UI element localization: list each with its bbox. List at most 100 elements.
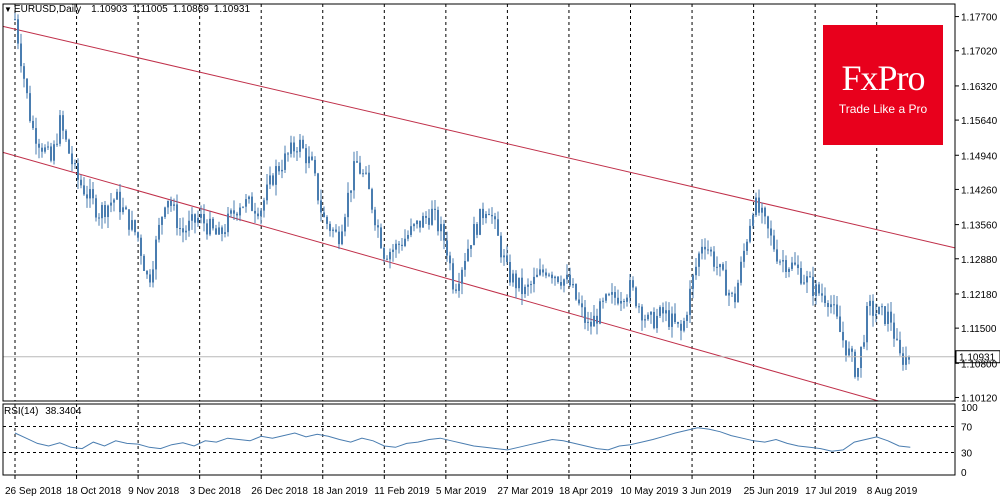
candle-body <box>773 235 775 250</box>
candle-body <box>434 208 436 210</box>
candle-body <box>209 218 211 235</box>
candle-body <box>335 229 337 232</box>
candle-body <box>161 216 163 225</box>
candle-body <box>755 197 757 216</box>
candle-body <box>341 231 343 245</box>
y-tick-label: 1.12880 <box>961 255 998 266</box>
candle-body <box>200 213 202 218</box>
candle-body <box>641 306 643 321</box>
candle-body <box>884 306 886 324</box>
candle-body <box>140 237 142 256</box>
candle-body <box>191 214 193 221</box>
candle-body <box>803 282 805 284</box>
candle-body <box>449 255 451 264</box>
candle-body <box>281 169 283 172</box>
candle-body <box>611 292 613 295</box>
candle-body <box>776 249 778 262</box>
candle-body <box>227 213 229 233</box>
x-tick-label: 11 Feb 2019 <box>374 486 430 497</box>
candle-body <box>551 274 553 279</box>
candle-body <box>614 292 616 298</box>
candle-body <box>659 307 661 316</box>
candle-body <box>164 207 166 217</box>
candle-body <box>20 43 22 67</box>
x-tick-label: 18 Oct 2018 <box>67 486 122 497</box>
candle-body <box>554 276 556 279</box>
candle-body <box>629 280 631 298</box>
rsi-tick-label: 30 <box>961 449 973 460</box>
candle-body <box>704 246 706 250</box>
candle-body <box>527 284 529 287</box>
candle-body <box>575 284 577 300</box>
candle-body <box>113 199 115 203</box>
candle-body <box>794 262 796 265</box>
candle-body <box>65 130 67 140</box>
candle-body <box>398 243 400 245</box>
candle-body <box>503 255 505 258</box>
candle-body <box>821 293 823 296</box>
candle-body <box>650 311 652 315</box>
candle-body <box>656 315 658 329</box>
candle-body <box>407 234 409 239</box>
candle-body <box>443 224 445 241</box>
candle-body <box>95 198 97 218</box>
candle-body <box>29 93 31 121</box>
x-tick-label: 27 Mar 2019 <box>497 486 554 497</box>
candle-body <box>779 261 781 263</box>
candle-body <box>539 269 541 275</box>
candle-body <box>722 264 724 270</box>
candle-body <box>566 274 568 280</box>
time-axis: 26 Sep 2018 18 Oct 2018 9 Nov 2018 3 Dec 20… <box>5 475 918 497</box>
candle-body <box>350 190 352 193</box>
candle-body <box>446 240 448 256</box>
candle-body <box>314 159 316 174</box>
candle-body <box>221 227 223 234</box>
candle-body <box>50 146 52 161</box>
candle-body <box>557 276 559 283</box>
candle-body <box>71 153 73 165</box>
candle-body <box>494 216 496 220</box>
dropdown-triangle-icon[interactable]: ▼ <box>4 5 12 14</box>
candle-body <box>68 139 70 154</box>
candle-body <box>344 217 346 232</box>
x-tick-label: 17 Jul 2019 <box>805 486 857 497</box>
y-tick-label: 1.10120 <box>961 393 998 404</box>
candle-body <box>452 263 454 290</box>
x-tick-label: 5 Mar 2019 <box>436 486 487 497</box>
candle-body <box>626 297 628 302</box>
candle-body <box>587 321 589 323</box>
candle-body <box>653 311 655 329</box>
candle-body <box>98 217 100 219</box>
candle-body <box>62 115 64 131</box>
candle-body <box>248 196 250 200</box>
candle-body <box>809 276 811 278</box>
candle-body <box>623 300 625 302</box>
candle-body <box>143 255 145 271</box>
candle-body <box>530 284 532 286</box>
candle-body <box>101 205 103 219</box>
candle-body <box>371 189 373 210</box>
candle-body <box>521 277 523 295</box>
candle-body <box>617 297 619 304</box>
rsi-header: RSI(14) 38.3404 <box>4 406 85 417</box>
x-tick-label: 18 Apr 2019 <box>559 486 613 497</box>
candle-body <box>590 321 592 327</box>
x-tick-label: 18 Jan 2019 <box>313 486 368 497</box>
candle-body <box>560 282 562 286</box>
candle-body <box>269 175 271 185</box>
candle-body <box>806 276 808 283</box>
candle-body <box>152 269 154 283</box>
candle-body <box>635 287 637 307</box>
candle-body <box>713 251 715 267</box>
candle-body <box>353 161 355 191</box>
candle-body <box>536 274 538 277</box>
candle-body <box>296 151 298 153</box>
candle-body <box>158 224 160 240</box>
candle-body <box>77 163 79 180</box>
candle-body <box>146 270 148 275</box>
candle-body <box>197 217 199 223</box>
candle-body <box>329 223 331 231</box>
x-tick-label: 26 Dec 2018 <box>251 486 308 497</box>
candle-body <box>518 277 520 289</box>
candle-body <box>662 307 664 314</box>
